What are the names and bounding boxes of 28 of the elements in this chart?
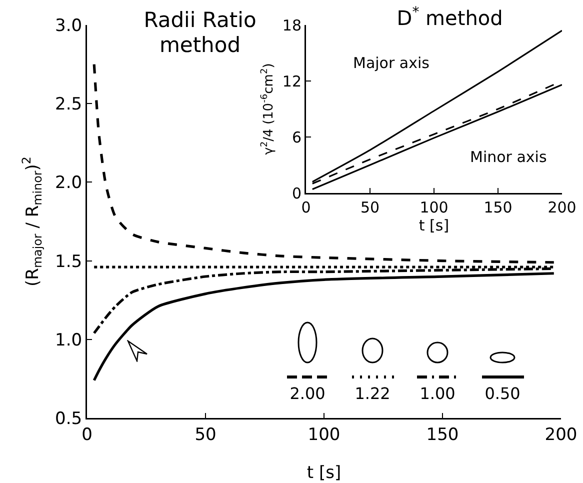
y-tick-label: 6 xyxy=(292,128,302,146)
chart-title: D$^{*}$ method xyxy=(396,4,503,30)
x-tick-label: 100 xyxy=(308,424,340,445)
legend-label: 0.50 xyxy=(484,384,520,403)
x-axis-title: t [s] xyxy=(306,463,342,483)
y-tick-label: 0.5 xyxy=(55,408,82,429)
series-label: Minor axis xyxy=(470,148,547,166)
y-tick-label: 18 xyxy=(282,16,302,34)
y-tick-label: 3.0 xyxy=(55,16,82,36)
legend-label: 1.00 xyxy=(420,384,456,403)
legend-label: 2.00 xyxy=(290,384,326,403)
x-tick-label: 200 xyxy=(548,198,576,216)
y-tick-label: 2.5 xyxy=(55,94,82,115)
x-tick-label: 50 xyxy=(194,424,216,445)
x-tick-label: 150 xyxy=(484,198,512,216)
chart-title: Radii Ratio method xyxy=(142,8,258,58)
x-tick-label: 100 xyxy=(420,198,448,216)
x-tick-label: 50 xyxy=(360,198,380,216)
y-tick-label: 1.5 xyxy=(55,252,82,272)
legend-label: 1.22 xyxy=(354,384,390,403)
x-axis-title: t [s] xyxy=(418,216,450,234)
x-tick-label: 200 xyxy=(544,424,578,445)
y-tick-label: 0 xyxy=(292,184,302,202)
x-tick-label: 150 xyxy=(426,424,459,445)
y-tick-label: 2.0 xyxy=(55,173,82,194)
text: Major axis xyxy=(353,54,430,72)
y-tick-label: 12 xyxy=(282,72,302,90)
y-tick-label: 1.0 xyxy=(55,330,82,350)
